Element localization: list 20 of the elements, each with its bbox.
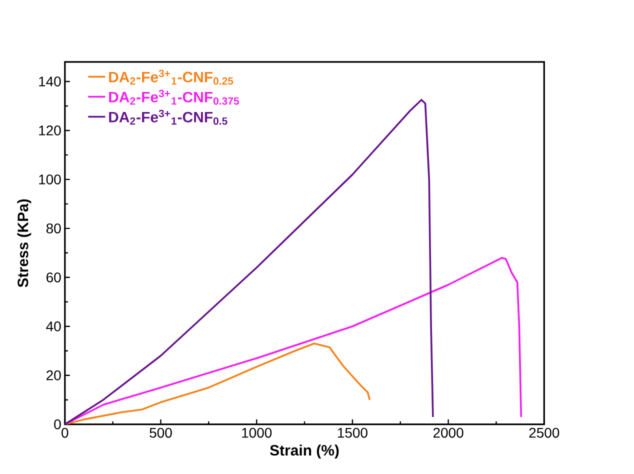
y-tick-label: 100 bbox=[39, 174, 61, 184]
x-tick-label: 0 bbox=[62, 428, 68, 438]
x-tick-label: 2500 bbox=[529, 428, 560, 438]
line-series bbox=[64, 256, 522, 424]
y-tick-label: 80 bbox=[46, 223, 61, 234]
legend-label: DA$_{2}$-Fe$^{3+}$$_{1}$-CNF$_{0.25}$ bbox=[109, 70, 234, 85]
legend-label: DA$_{2}$-Fe$^{3+}$$_{1}$-CNF$_{0.5}$ bbox=[109, 110, 228, 125]
x-tick-label: 2000 bbox=[433, 428, 464, 438]
y-axis-title: Stress (KPa) bbox=[17, 199, 32, 288]
x-tick-label: 500 bbox=[150, 428, 172, 438]
y-tick-label: 120 bbox=[39, 125, 61, 136]
legend-label: DA$_{2}$-Fe$^{3+}$$_{1}$-CNF$_{0.375}$ bbox=[109, 90, 239, 105]
y-tick-label: 20 bbox=[46, 370, 61, 380]
y-tick-label: 0 bbox=[54, 419, 61, 430]
y-tick-label: 40 bbox=[46, 321, 61, 332]
y-tick-label: 140 bbox=[39, 76, 61, 86]
x-axis-title: Strain (%) bbox=[270, 444, 339, 458]
y-tick-label: 60 bbox=[46, 272, 61, 282]
x-tick-label: 1500 bbox=[338, 428, 368, 438]
x-tick-label: 1000 bbox=[242, 428, 272, 438]
